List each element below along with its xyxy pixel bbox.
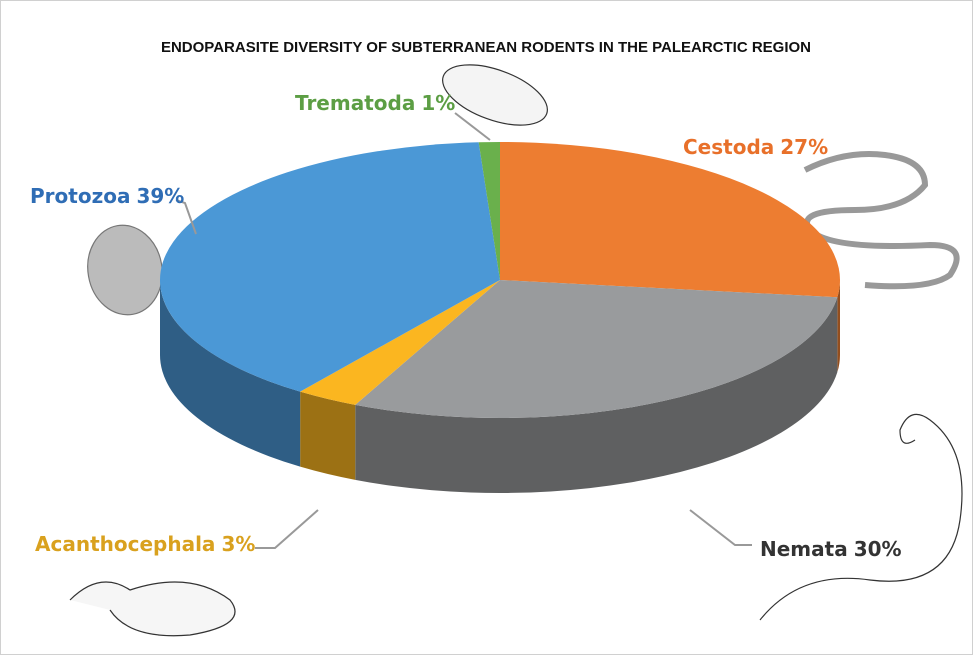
slice-label-value: 3% [221,532,255,556]
slice-label-name: Nemata [760,537,848,561]
slice-label-value: 1% [421,91,455,115]
slice-label-name: Acanthocephala [35,532,215,556]
slice-label-name: Cestoda [683,135,774,159]
slice-label-value: 39% [136,184,184,208]
chart-title: ENDOPARASITE DIVERSITY OF SUBTERRANEAN R… [161,39,811,56]
slice-label-value: 30% [854,537,902,561]
slice-label-name: Trematoda [295,91,415,115]
slice-side [300,392,355,480]
chart: ENDOPARASITE DIVERSITY OF SUBTERRANEAN R… [0,0,973,655]
slice-label-name: Protozoa [30,184,130,208]
slice-label-value: 27% [780,135,828,159]
